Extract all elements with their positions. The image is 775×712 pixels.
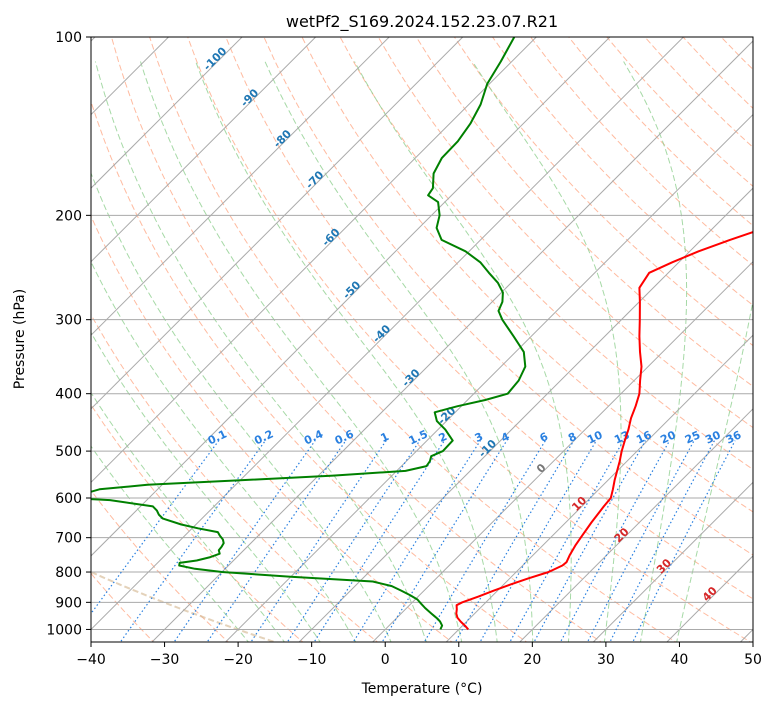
dry-adiabat [474, 10, 775, 645]
dry-adiabat [0, 10, 306, 645]
mixing-ratio-line [559, 441, 669, 645]
isotherm-line [0, 10, 637, 654]
x-tick-label: 50 [744, 652, 762, 668]
dry-adiabat [548, 10, 775, 645]
mixing-ratio-label: 16 [634, 428, 654, 446]
mixing-ratio-line [609, 441, 715, 645]
y-tick-label: 100 [55, 30, 82, 46]
dry-adiabat [770, 10, 775, 645]
x-tick-label: −20 [223, 652, 253, 668]
isotherm-label: -100 [201, 44, 230, 73]
moist-adiabat [0, 62, 286, 645]
mixing-ratio-label: 30 [703, 428, 723, 446]
x-axis-label: Temperature (°C) [361, 681, 483, 697]
isotherm-label: -30 [399, 366, 422, 389]
dry-adiabat [142, 10, 680, 645]
x-tick-label: −40 [76, 652, 106, 668]
zero-degree-curve [0, 37, 282, 644]
dry-adiabat [105, 10, 605, 645]
y-tick-label: 500 [55, 444, 82, 460]
isotherm-label: -90 [238, 86, 261, 109]
mixing-ratio-label: 0.1 [206, 427, 229, 447]
dry-adiabat [733, 10, 775, 645]
isotherm-line [655, 10, 775, 654]
profile-series [71, 37, 775, 629]
isotherm-line [0, 10, 269, 654]
dry-adiabat [68, 10, 530, 645]
y-axis-label: Pressure (hPa) [12, 289, 28, 389]
moist-adiabat [0, 62, 322, 645]
mixing-ratio-line [533, 441, 646, 645]
y-tick-label: 800 [55, 565, 82, 581]
y-tick-label: 900 [55, 595, 82, 611]
isotherm-label: -60 [319, 226, 342, 249]
y-tick-label: 400 [55, 387, 82, 403]
mixing-ratio-label: 4 [499, 430, 512, 445]
warm-isotherm-label: 30 [654, 556, 674, 576]
y-tick-label: 200 [55, 208, 82, 224]
plot-frame [91, 37, 753, 642]
isotherm-label: -70 [303, 168, 326, 191]
isotherm-label: -50 [340, 278, 363, 301]
dewpoint-profile-line [71, 37, 525, 629]
moist-adiabat [676, 62, 774, 645]
mixing-ratio-label: 0.2 [252, 427, 275, 447]
mixing-ratio-label: 0.4 [302, 427, 325, 447]
mixing-ratio-line [172, 441, 315, 645]
dry-adiabat [0, 10, 231, 645]
warm-isotherm-label: 20 [612, 525, 632, 545]
isotherm-line [581, 10, 775, 654]
x-tick-label: 10 [450, 652, 468, 668]
mixing-ratio-label: 1.5 [407, 427, 430, 447]
y-tick-label: 300 [55, 313, 82, 329]
x-tick-label: 30 [597, 652, 615, 668]
dry-adiabat [400, 10, 775, 645]
dry-adiabat [253, 10, 775, 645]
dry-adiabat [437, 10, 775, 645]
mixing-ratio-label: 25 [683, 428, 702, 446]
mixing-ratio-label: 10 [585, 428, 605, 446]
y-tick-label: 700 [55, 531, 82, 547]
y-tick-label: 1000 [46, 622, 82, 638]
x-tick-label: −30 [150, 652, 180, 668]
moist-adiabat [624, 62, 687, 645]
isotherm-line [0, 10, 343, 654]
mixing-ratio-line [586, 441, 694, 645]
dry-adiabat [511, 10, 775, 645]
x-tick-label: 20 [523, 652, 541, 668]
isotherm-line [508, 10, 775, 654]
chart-title: wetPf2_S169.2024.152.23.07.R21 [286, 12, 558, 32]
mixing-ratio-label: 36 [724, 428, 744, 446]
dry-adiabat [622, 10, 775, 645]
isotherm-label: -80 [271, 127, 294, 150]
mixing-ratio-label: 1 [379, 430, 391, 445]
mixing-ratio-line [423, 441, 546, 645]
mixing-ratio-line [249, 441, 386, 645]
y-tick-label: 600 [55, 491, 82, 507]
moist-adiabat [141, 62, 463, 645]
mixing-ratio-label: 6 [538, 430, 551, 445]
mixing-ratio-label: 0.6 [333, 427, 356, 447]
dry-adiabat [216, 10, 775, 645]
x-tick-label: 40 [671, 652, 689, 668]
dry-adiabat [364, 10, 775, 645]
x-tick-label: −10 [297, 652, 327, 668]
warm-isotherm-label: 10 [569, 494, 589, 514]
warm-isotherm-label: 40 [700, 584, 720, 604]
pressure-gridlines [91, 37, 753, 629]
x-tick-label: 0 [381, 652, 390, 668]
mixing-ratio-line [509, 441, 624, 645]
isotherm-line [0, 10, 196, 654]
